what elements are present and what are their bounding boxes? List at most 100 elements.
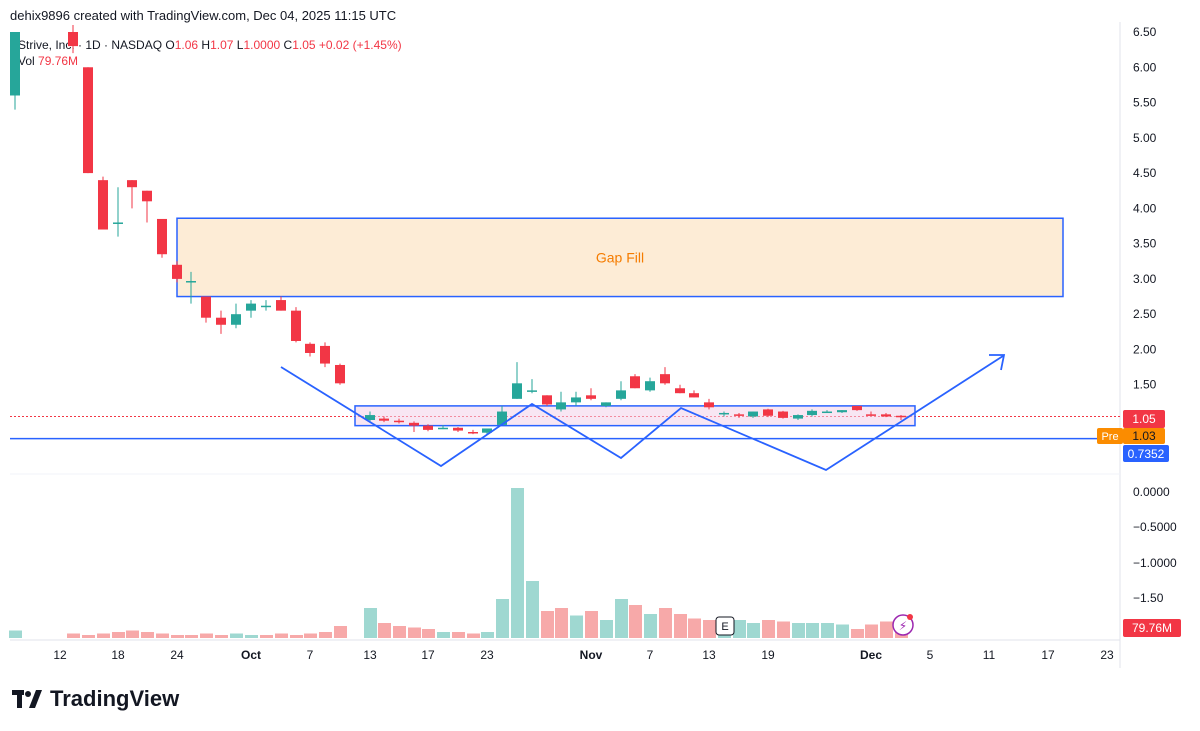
candle-body [571, 397, 581, 403]
candle-body [497, 411, 507, 425]
volume-bar [437, 632, 450, 638]
volume-bar [215, 635, 228, 638]
volume-bar [555, 608, 568, 638]
volume-bar [865, 624, 878, 638]
premarket-label: Pre [1101, 431, 1118, 443]
volume-bar [600, 620, 613, 638]
volume-bars [9, 488, 908, 638]
volume-bar [644, 614, 657, 638]
price-tick-label: 5.50 [1133, 96, 1157, 110]
dividend-event[interactable]: ⚡ [892, 614, 914, 636]
low-label: L [236, 38, 244, 52]
volume-bar [408, 627, 421, 638]
volume-bar [422, 629, 435, 638]
time-tick-label: Nov [580, 648, 603, 662]
volume-bar [836, 624, 849, 638]
time-tick-label: 7 [647, 648, 654, 662]
volume-bar [762, 620, 775, 638]
volume-bar [541, 611, 554, 638]
price-tick-label: 4.50 [1133, 166, 1157, 180]
price-chart[interactable]: 6.50 6.00 5.50 5.00 4.50 4.00 3.50 3.00 2.50 2.00… [0, 0, 1200, 680]
volume-bar [290, 635, 303, 638]
volume-bar [615, 599, 628, 638]
time-tick-label: 17 [1041, 648, 1055, 662]
candle-body [365, 415, 375, 420]
candle-body [320, 345, 330, 364]
price-tick-label: 2.00 [1133, 342, 1157, 356]
candle-body [83, 67, 93, 174]
volume-axis[interactable]: 0.0000−0.5000−1.0000−1.50−2.00 [1133, 485, 1177, 640]
open-value: 1.06 [174, 38, 199, 52]
volume-bar [275, 633, 288, 638]
candle-body [704, 402, 714, 408]
candle-body [142, 190, 152, 202]
volume-bar [880, 621, 893, 638]
candle-body [379, 418, 389, 421]
symbol-legend[interactable]: Strive, Inc. · 1D · NASDAQ O1.06 H1.07 L… [18, 37, 402, 54]
candle-body [748, 411, 758, 417]
price-axis[interactable]: 6.50 6.00 5.50 5.00 4.50 4.00 3.50 3.00 2.50 2.00… [1125, 25, 1157, 427]
volume-badge-text: 79.76M [1132, 621, 1172, 635]
premarket-price: 1.03 [1132, 429, 1156, 443]
volume-tick-label: −0.5000 [1133, 520, 1177, 534]
chart-attribution: dehix9896 created with TradingView.com, … [10, 8, 397, 23]
high-value: 1.07 [210, 38, 234, 52]
time-tick-label: 23 [1100, 648, 1114, 662]
volume-bar [659, 608, 672, 638]
low-value: 1.0000 [243, 38, 281, 52]
time-tick-label: 19 [761, 648, 775, 662]
volume-tick-label: 0.0000 [1133, 485, 1170, 499]
candle-body [453, 427, 463, 431]
volume-tick-label: −1.50 [1133, 591, 1164, 605]
candle-body [261, 305, 271, 308]
symbol-info[interactable]: Strive, Inc. · 1D · NASDAQ [18, 38, 163, 52]
candlesticks [10, 24, 906, 435]
volume-bar [393, 626, 406, 638]
volume-bar [851, 629, 864, 638]
volume-bar [496, 599, 509, 638]
time-tick-label: 24 [170, 648, 184, 662]
tradingview-brand: TradingView [50, 686, 180, 711]
candle-body [660, 374, 670, 384]
volume-bar [304, 633, 317, 638]
volume-bar [82, 635, 95, 638]
candle-body [216, 317, 226, 325]
lightning-icon: ⚡ [899, 619, 907, 633]
consolidation-zone[interactable] [354, 405, 916, 427]
volume-bar [733, 620, 746, 638]
volume-bar [126, 630, 139, 638]
candle-body [837, 410, 847, 413]
projection-path[interactable] [280, 355, 1004, 472]
premarket-badge: Pre 1.03 [1097, 428, 1165, 444]
time-axis[interactable]: 12 18 24 Oct 7 13 17 23 Nov 7 13 19 Dec 5 11 17 23 [53, 648, 1114, 662]
volume-bar [526, 581, 539, 638]
candle-body [689, 393, 699, 398]
volume-bar [481, 632, 494, 638]
volume-legend[interactable]: Vol 79.76M [18, 54, 78, 68]
volume-label: Vol [18, 54, 35, 68]
price-tick-label: 6.50 [1133, 25, 1157, 39]
volume-bar [171, 635, 184, 638]
time-tick-label: 18 [111, 648, 125, 662]
candle-body [601, 402, 611, 406]
close-label: C [283, 38, 293, 52]
candle-body [113, 222, 123, 224]
volume-bar [378, 623, 391, 638]
volume-bar [467, 633, 480, 638]
arrow-head-icon [989, 354, 1006, 371]
candle-body [778, 411, 788, 418]
time-tick-label: Dec [860, 648, 882, 662]
time-tick-label: 5 [927, 648, 934, 662]
candle-body [645, 381, 655, 391]
price-tick-label: 5.00 [1133, 131, 1157, 145]
gap-fill-zone[interactable] [176, 217, 1064, 298]
candle-body [68, 32, 78, 47]
volume-bar [821, 623, 834, 638]
footer-brand[interactable]: TradingView [12, 686, 179, 712]
candle-body [201, 296, 211, 318]
candle-body [468, 431, 478, 434]
price-tick-label: 3.50 [1133, 237, 1157, 251]
candle-body [793, 415, 803, 419]
volume-value: 79.76M [38, 54, 79, 68]
earnings-event[interactable]: E [715, 616, 735, 636]
